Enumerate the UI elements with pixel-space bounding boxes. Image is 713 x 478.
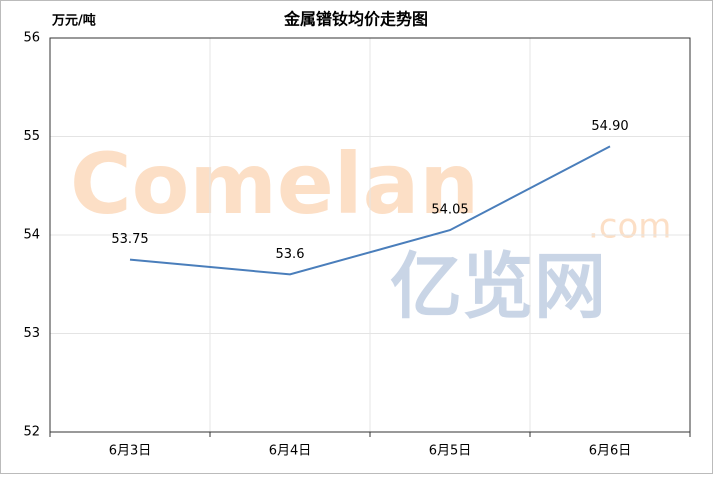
x-tick-label: 6月4日 [269,444,312,459]
y-tick-label: 54 [23,228,40,243]
y-tick-label: 53 [23,326,40,341]
watermark: Comelan .com 亿览网 [70,135,671,329]
data-label: 53.6 [276,247,305,262]
watermark-text: Comelan [70,135,479,233]
data-label: 53.75 [111,232,148,247]
watermark-cn: 亿览网 [390,245,606,329]
x-tick-label: 6月6日 [589,444,632,459]
y-axis-label: 万元/吨 [51,13,96,29]
watermark-domain: .com [588,207,671,247]
y-tick-label: 52 [23,425,40,440]
y-tick-label: 55 [23,129,40,144]
chart-title: 金属镨钕均价走势图 [283,10,428,29]
x-tick-label: 6月3日 [109,444,152,459]
y-tick-label: 56 [23,31,40,46]
data-label: 54.90 [591,119,628,134]
data-label: 54.05 [431,203,468,218]
line-series [129,145,611,276]
x-tick-label: 6月5日 [429,444,472,459]
